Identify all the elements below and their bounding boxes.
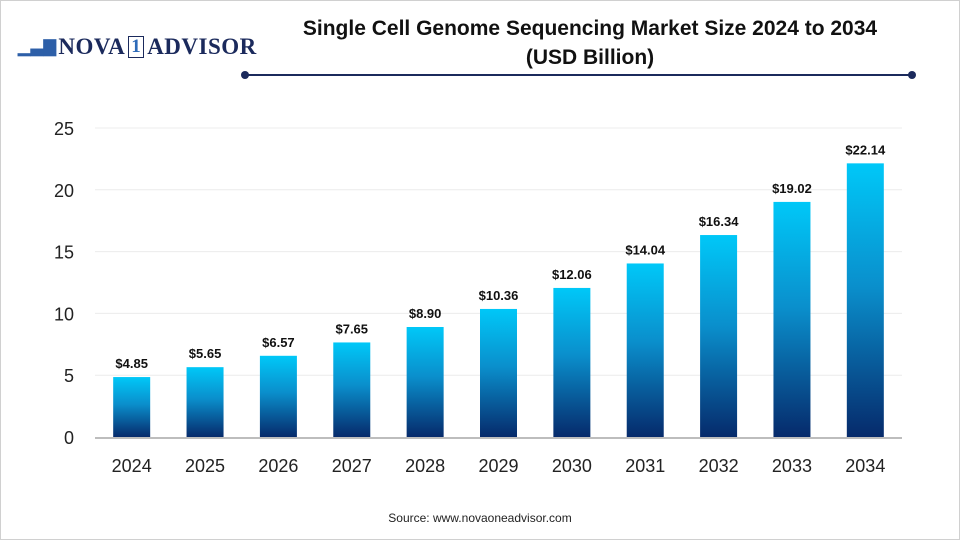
bar-2031 <box>626 263 664 437</box>
y-tick-label: 20 <box>54 181 74 201</box>
x-tick-label: 2030 <box>552 456 592 476</box>
title-rule-right-dot <box>908 71 916 79</box>
data-label: $6.57 <box>262 335 295 350</box>
x-tick-label: 2025 <box>185 456 225 476</box>
data-label: $8.90 <box>409 306 442 321</box>
bar-2025 <box>186 367 224 437</box>
chart-title-line2: (USD Billion) <box>525 46 655 69</box>
bar-2030 <box>553 287 591 437</box>
bar-2029 <box>480 308 517 437</box>
y-tick-label: 5 <box>64 366 74 386</box>
bar-2024 <box>113 377 151 437</box>
data-label: $19.02 <box>772 181 812 196</box>
bar-2033 <box>773 201 811 437</box>
x-tick-label: 2031 <box>625 456 665 476</box>
data-label: $12.06 <box>552 267 592 282</box>
x-tick-label: 2028 <box>405 456 445 476</box>
y-tick-label: 0 <box>64 428 74 448</box>
data-label: $4.85 <box>115 356 148 371</box>
y-tick-label: 15 <box>54 243 74 263</box>
data-label: $14.04 <box>625 242 666 257</box>
bar-2034 <box>846 163 884 437</box>
bar-2028 <box>406 326 444 437</box>
bar-2032 <box>700 235 738 437</box>
source-note: Source: www.novaoneadvisor.com <box>388 511 572 525</box>
data-label: $16.34 <box>699 214 740 229</box>
nova-advisor-logo: ▁▃▇ NOVA 1 ADVISOR <box>18 34 257 59</box>
x-tick-label: 2026 <box>258 456 298 476</box>
x-tick-label: 2032 <box>699 456 739 476</box>
bar-2026 <box>259 355 297 437</box>
chart-title-line1: Single Cell Genome Sequencing Market Siz… <box>302 17 878 40</box>
data-label: $10.36 <box>479 288 519 303</box>
data-label: $5.65 <box>189 346 222 361</box>
x-tick-label: 2027 <box>332 456 372 476</box>
x-tick-label: 2024 <box>112 456 152 476</box>
bar-2027 <box>333 342 371 437</box>
data-label: $7.65 <box>335 321 368 336</box>
bar-chart-logo-icon: ▁▃▇ <box>18 39 57 56</box>
y-tick-label: 25 <box>54 119 74 139</box>
title-rule-left-dot <box>241 71 249 79</box>
y-tick-label: 10 <box>54 304 74 324</box>
chart-title: Single Cell Genome Sequencing Market Siz… <box>240 14 940 72</box>
x-tick-label: 2033 <box>772 456 812 476</box>
data-label: $22.14 <box>845 142 886 157</box>
x-tick-label: 2034 <box>845 456 885 476</box>
x-tick-label: 2029 <box>478 456 518 476</box>
